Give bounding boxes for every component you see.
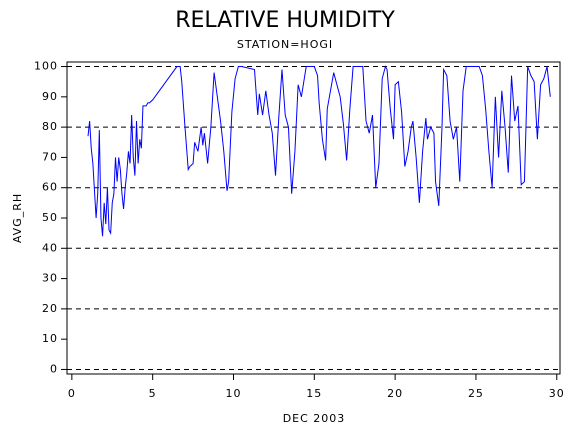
y-tick-label: 30: [42, 272, 58, 285]
y-tick-label: 90: [42, 90, 58, 103]
chart-title: RELATIVE HUMIDITY: [175, 8, 395, 33]
x-tick-label: 0: [68, 387, 76, 400]
y-tick-label: 40: [42, 241, 58, 254]
y-tick-label: 50: [42, 211, 58, 224]
x-tick-label: 20: [387, 387, 403, 400]
x-axis-label: DEC 2003: [283, 412, 346, 425]
y-tick-label: 0: [50, 362, 58, 375]
x-tick-label: 25: [468, 387, 484, 400]
y-tick-label: 60: [42, 181, 58, 194]
y-tick-label: 10: [42, 332, 58, 345]
chart-subtitle: STATION=HOGI: [237, 38, 333, 51]
y-axis-label: AVG_RH: [11, 193, 24, 243]
y-tick-label: 70: [42, 150, 58, 163]
y-tick-label: 100: [34, 60, 58, 73]
x-tick-label: 5: [149, 387, 157, 400]
data-line: [87, 65, 551, 237]
x-tick-label: 10: [225, 387, 241, 400]
x-tick-label: 15: [306, 387, 322, 400]
y-tick-label: 80: [42, 120, 58, 133]
x-tick-label: 30: [549, 387, 565, 400]
y-tick-label: 20: [42, 302, 58, 315]
